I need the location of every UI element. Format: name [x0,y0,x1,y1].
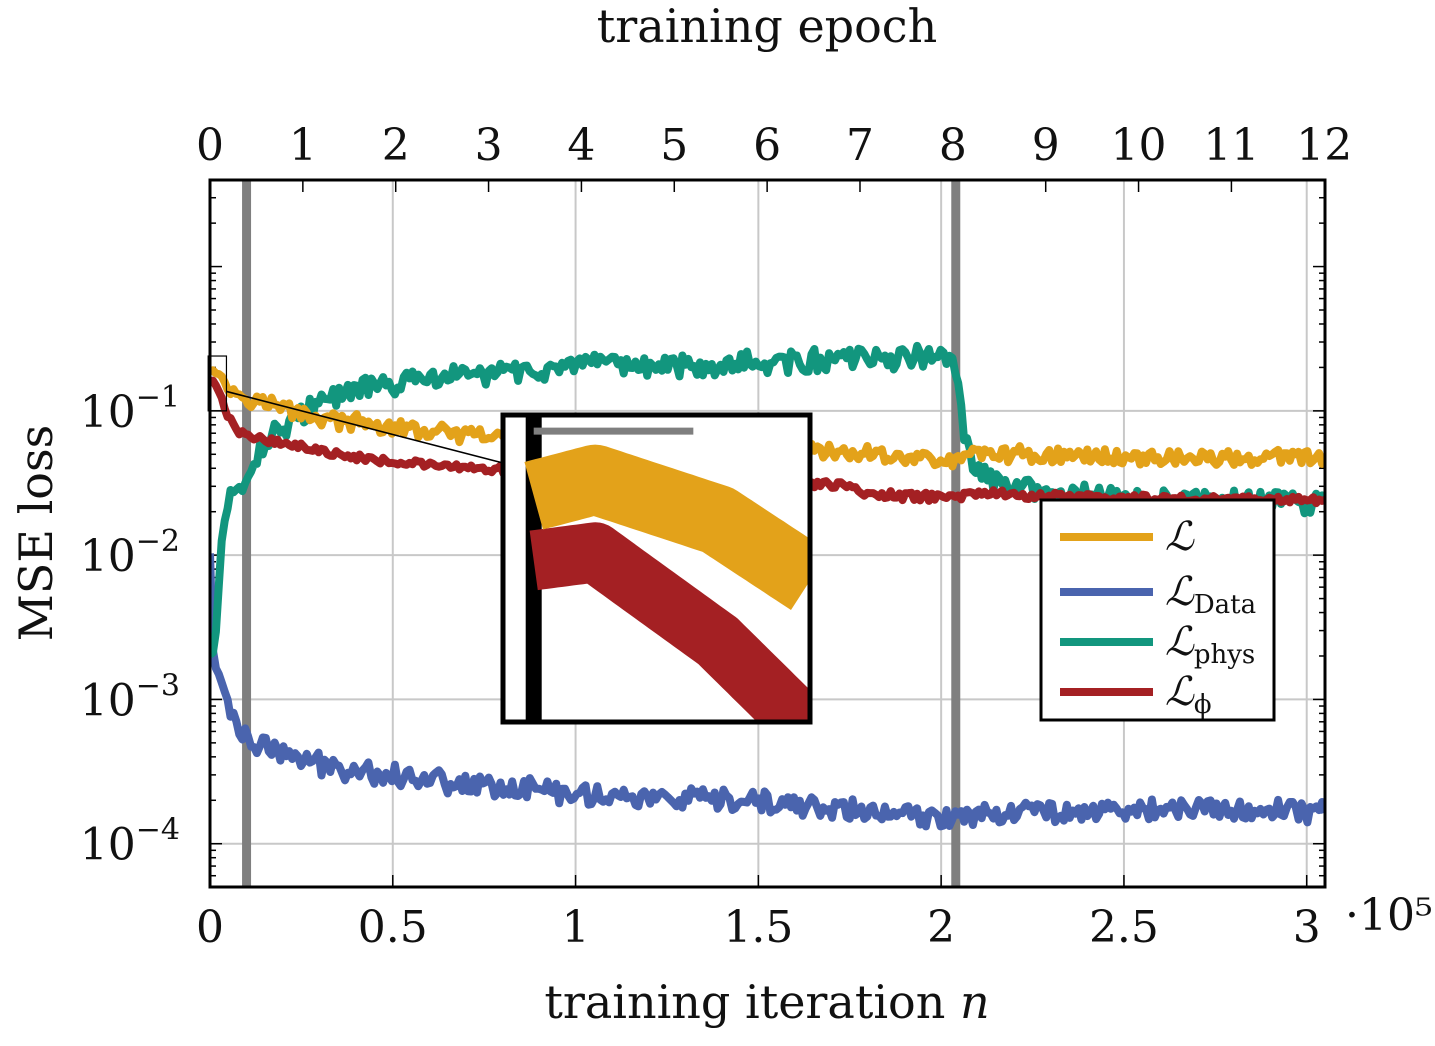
legend-label-l-data: ℒData [1165,569,1256,620]
y-tick-label: 10−3 [80,668,180,726]
x-multiplier: ·10⁵ [1345,890,1433,941]
legend-box [1039,498,1276,722]
x-axis-title-var: n [960,975,990,1029]
epoch-tick-label: 1 [289,120,317,171]
epoch-tick-label: 9 [1032,120,1060,171]
legend-label-l: ℒ [1165,514,1195,560]
epoch-tick-label: 3 [475,120,503,171]
x-tick-label: 3 [1293,902,1321,953]
inset-series-l-phi [508,522,810,722]
inset-frame [500,412,813,725]
legend-label-l-phys: ℒphys [1165,619,1255,670]
legend-label-l-phi: ℒϕ [1165,669,1212,720]
top-axis-title: training epoch [597,0,937,53]
y-tick-label: 10−4 [80,813,180,871]
vertical-markers [242,180,961,887]
epoch-tick-label: 7 [846,120,874,171]
x-axis-title: training iteration n [544,975,989,1029]
zoom-indicator [207,355,504,464]
x-tick-label: 0.5 [358,902,428,953]
x-tick-label: 2 [927,902,955,953]
epoch-tick-label: 0 [196,120,224,171]
epoch-tick-label: 6 [753,120,781,171]
zoom-connector [226,390,504,464]
y-tick-label: 10−1 [80,380,180,438]
epoch-tick-label: 10 [1111,120,1167,171]
zoom-box [207,355,228,412]
plot-frame [208,178,1327,889]
x-tick-label: 0 [196,902,224,953]
x-tick-label: 2.5 [1089,902,1159,953]
x-axis-title-text: training iteration [544,975,960,1029]
y-tick-labels: 10−1 10−2 10−3 10−4 [80,380,180,871]
y-tick-label: 10−2 [80,524,180,582]
epoch-tick-label: 5 [660,120,688,171]
x-tick-label: 1 [562,902,590,953]
epoch-tick-label: 12 [1296,120,1352,171]
inset-zoom [500,412,813,725]
x-tick-label: 1.5 [723,902,793,953]
inset-content [503,415,810,722]
epoch-tick-label: 2 [382,120,410,171]
inset-series-l [503,444,810,613]
epoch-tick-label: 4 [567,120,595,171]
x-tick-labels: 0 0.5 1 1.5 2 2.5 3 [196,902,1321,953]
y-axis-title: MSE loss [9,425,63,641]
series-l-data [210,553,1325,831]
epoch-tick-label: 8 [939,120,967,171]
epoch-tick-label: 11 [1203,120,1259,171]
epoch-tick-labels: 0 1 2 3 4 5 6 7 8 9 10 11 12 [196,120,1352,171]
